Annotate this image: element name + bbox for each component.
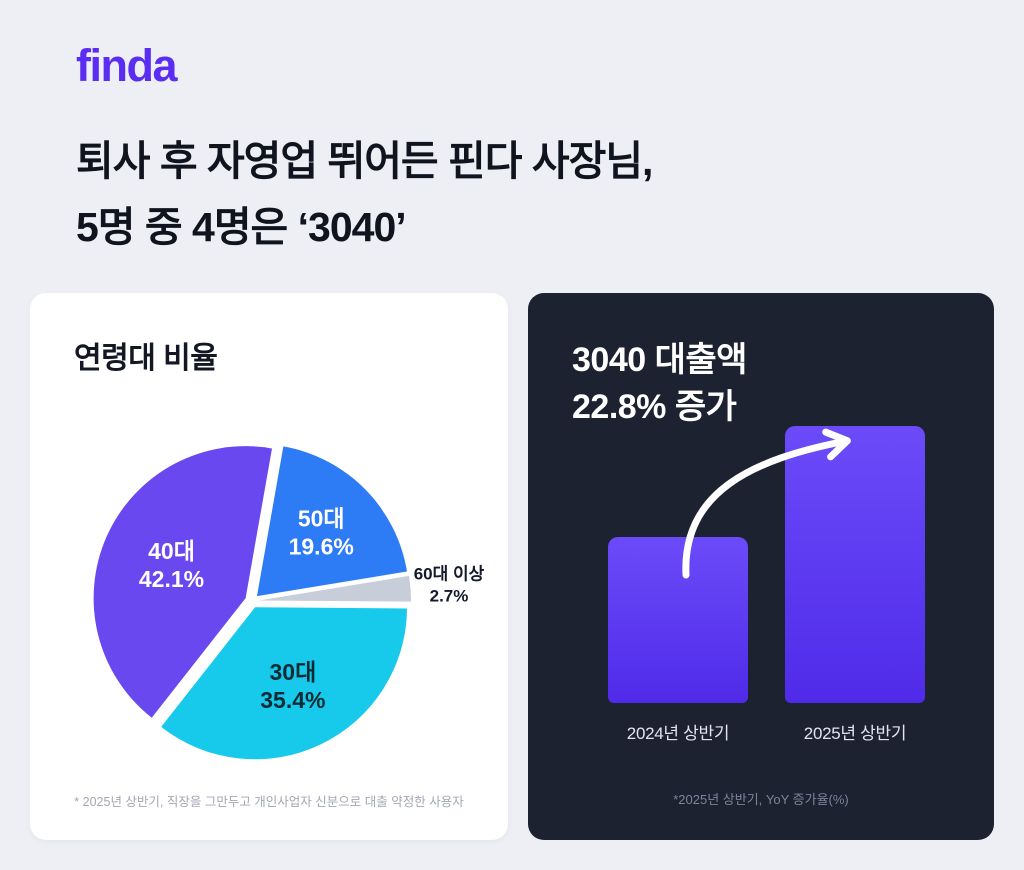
bar-label-2025: 2025년 상반기 — [803, 724, 907, 743]
page-title: 퇴사 후 자영업 뛰어든 핀다 사장님, 5명 중 4명은 ‘3040’ — [76, 128, 653, 260]
loan-card: 3040 대출액 22.8% 증가 2024년 상반기 2025년 상반기 *2… — [528, 293, 994, 840]
loan-card-title: 3040 대출액 22.8% 증가 — [572, 337, 747, 431]
pie-label-40대: 40대 42.1% — [139, 538, 204, 592]
pie-slice-50대 — [256, 446, 407, 597]
cards-row: 연령대 비율 50대 19.6% 60대 이상 2.7% 30대 35.4% 40대 42.1… — [30, 293, 994, 840]
pie-slice-60대 이상 — [258, 575, 411, 602]
loan-title-line2: 22.8% 증가 — [572, 388, 737, 426]
finda-logo: finda — [76, 40, 178, 91]
loan-card-footnote: *2025년 상반기, YoY 증가율(%) — [673, 792, 849, 807]
loan-title-line1: 3040 대출액 — [572, 341, 747, 379]
pie-slice-40대 — [93, 446, 273, 718]
bar-2025 — [785, 426, 925, 703]
bar-column-2024: 2024년 상반기 — [608, 537, 748, 744]
pie-slice-30대 — [161, 607, 408, 760]
age-card-title: 연령대 비율 — [74, 342, 218, 375]
pie-label-30대: 30대 35.4% — [260, 659, 325, 713]
age-ratio-card: 연령대 비율 50대 19.6% 60대 이상 2.7% 30대 35.4% 40대 42.1… — [30, 293, 508, 840]
bar-column-2025: 2025년 상반기 — [785, 426, 925, 744]
age-card-footnote: * 2025년 상반기, 직장을 그만두고 개인사업자 신분으로 대출 약정한 … — [74, 795, 464, 809]
page-title-line1: 퇴사 후 자영업 뛰어든 핀다 사장님, — [76, 138, 653, 184]
pie-label-60대 이상: 60대 이상 2.7% — [414, 565, 485, 606]
bar-2024 — [608, 537, 748, 703]
page-title-line2: 5명 중 4명은 ‘3040’ — [76, 204, 407, 250]
pie-label-50대: 50대 19.6% — [289, 506, 354, 560]
loan-bar-chart: 2024년 상반기 2025년 상반기 — [608, 426, 925, 744]
bar-label-2024: 2024년 상반기 — [626, 724, 730, 743]
age-pie-chart: 50대 19.6% 60대 이상 2.7% 30대 35.4% 40대 42.1% — [93, 446, 485, 760]
